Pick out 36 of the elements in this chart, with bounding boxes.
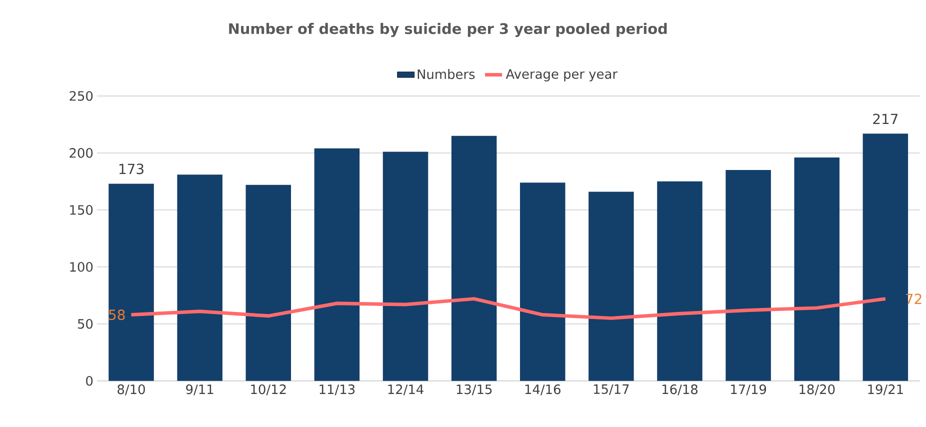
x-tick-label: 12/14 xyxy=(388,384,424,396)
x-tick-label: 14/16 xyxy=(525,384,560,396)
bar xyxy=(108,184,154,381)
bar xyxy=(382,152,428,381)
x-tick-label: 11/13 xyxy=(320,384,355,396)
bar xyxy=(588,192,634,381)
x-tick-label: 17/19 xyxy=(731,384,766,396)
y-tick-label: 100 xyxy=(70,262,93,272)
data-label: 58 xyxy=(109,310,125,320)
data-label: 217 xyxy=(873,114,898,124)
bar xyxy=(246,184,291,381)
bar xyxy=(520,182,566,381)
x-tick-label: 9/11 xyxy=(186,384,214,396)
line-series xyxy=(130,297,888,320)
bar xyxy=(177,174,222,381)
bar xyxy=(657,182,702,381)
bar xyxy=(314,148,360,381)
bar xyxy=(451,136,497,381)
y-tick-label: 50 xyxy=(78,319,93,329)
x-tick-label: 8/10 xyxy=(118,384,145,396)
x-tick-label: 13/15 xyxy=(456,384,492,396)
x-tick-label: 18/20 xyxy=(800,384,835,396)
y-tick-label: 150 xyxy=(70,205,93,215)
x-tick-label: 10/12 xyxy=(251,384,286,396)
data-label: 173 xyxy=(119,164,144,174)
x-tick-label: 19/21 xyxy=(868,384,903,396)
bar xyxy=(794,158,840,381)
legend-label: Average per year xyxy=(506,69,618,82)
y-tick-label: 250 xyxy=(70,91,93,101)
x-tick-label: 15/17 xyxy=(594,384,629,396)
x-tick-label: 16/18 xyxy=(662,384,698,396)
legend-label: Numbers xyxy=(418,69,475,80)
y-tick-label: 0 xyxy=(86,376,93,386)
bar xyxy=(726,170,771,381)
chart-title: Number of deaths by suicide per 3 year pooled period xyxy=(229,23,667,38)
y-tick-label: 200 xyxy=(70,148,93,158)
